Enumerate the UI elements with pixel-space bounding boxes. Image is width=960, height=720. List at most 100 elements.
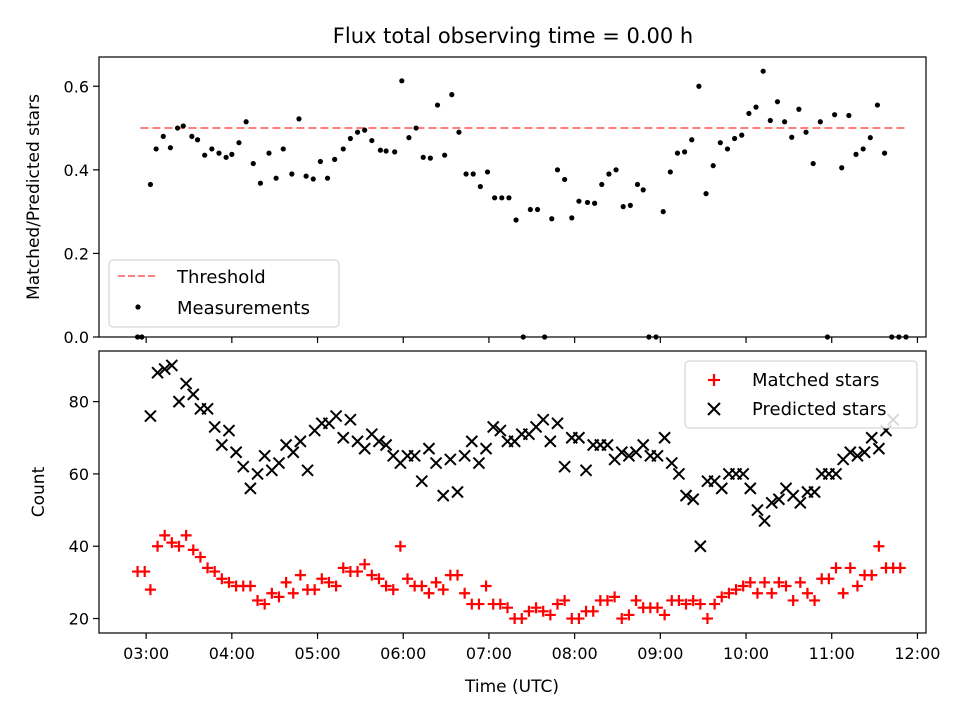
matched-stars-point: [573, 613, 585, 625]
predicted-stars-point: [808, 485, 821, 499]
matched-stars-point: [766, 587, 778, 599]
bottom-panel-x-ticks: 03:00 04:00 05:00 06:00 07:00 08:00 09:00 10:00…: [123, 633, 940, 663]
measurements-point: [202, 152, 208, 158]
measurements-point: [569, 215, 575, 221]
matched-stars-point: [773, 576, 785, 588]
predicted-stars-point: [494, 424, 507, 437]
top-panel-legend-box: [108, 259, 340, 328]
matched-stars-point: [801, 587, 813, 599]
matched-stars-point: [709, 598, 721, 610]
predicted-stars-point: [715, 482, 728, 495]
y-tick-label: 60: [69, 465, 89, 484]
matched-stars-point: [166, 537, 178, 549]
predicted-stars-point: [679, 489, 693, 502]
x-tick-label: 04:00: [209, 644, 255, 663]
x-tick-label: 03:00: [123, 644, 169, 663]
predicted-stars-point: [344, 413, 357, 426]
matched-stars-point: [701, 613, 713, 625]
measurements-point: [746, 110, 752, 117]
predicted-stars-point: [794, 496, 807, 510]
measurements-point: [534, 206, 541, 213]
matched-stars-point: [530, 602, 542, 614]
matched-stars-point: [830, 562, 842, 574]
measurements-point: [781, 119, 788, 125]
matched-stars-point: [716, 591, 728, 603]
measurements-point: [506, 195, 512, 201]
measurements-point: [674, 150, 681, 156]
x-tick-label: 10:00: [723, 644, 769, 663]
matched-stars-point: [680, 598, 692, 610]
top-panel-y-ticks: 0.0 0.2 0.4 0.6: [64, 77, 99, 347]
matched-stars-point: [851, 580, 863, 592]
matched-stars-point: [673, 594, 685, 606]
predicted-stars-point: [229, 446, 243, 459]
measurements-point: [874, 102, 881, 108]
measurements-point: [236, 140, 242, 146]
predicted-stars-point: [272, 456, 286, 470]
matched-stars-point: [273, 591, 285, 603]
matched-stars-point: [559, 594, 571, 606]
matched-stars-point: [694, 598, 706, 610]
matched-stars-point: [194, 551, 206, 563]
top-panel: 0.0 0.2 0.4 0.6 Matched/Predicted stars Thr…: [24, 56, 927, 347]
predicted-stars-point: [601, 438, 614, 452]
matched-stars-point: [259, 598, 271, 610]
measurements-point: [420, 154, 426, 160]
predicted-stars-point: [858, 446, 871, 459]
matched-stars-point: [873, 540, 885, 552]
top-panel-marks: [134, 68, 909, 340]
measurements-point: [881, 150, 888, 156]
matched-stars-point: [402, 573, 414, 585]
measurements-point: [767, 117, 773, 124]
measurements-point: [477, 183, 483, 190]
measurements-point: [689, 137, 695, 143]
predicted-stars-point: [294, 435, 307, 448]
matched-stars-point: [180, 529, 192, 541]
measurements-point: [846, 112, 852, 119]
predicted-stars-point: [479, 442, 493, 455]
measurements-point: [289, 171, 295, 177]
matched-stars-point: [173, 540, 185, 552]
predicted-stars-point: [751, 503, 764, 517]
matched-stars-point: [730, 584, 742, 596]
bottom-panel-marks: [132, 359, 906, 625]
measurements-point: [803, 129, 809, 135]
legend-predicted-swatch: [707, 402, 721, 416]
legend-matched-swatch: [708, 374, 720, 386]
measurements-point: [266, 150, 272, 156]
matched-stars-point: [787, 594, 799, 606]
measurements-point: [682, 149, 688, 155]
measurements-point: [606, 171, 612, 177]
matched-stars-point: [387, 584, 399, 596]
measurements-point: [147, 181, 154, 188]
matched-stars-point: [337, 562, 349, 574]
measurements-point: [296, 116, 302, 122]
matched-stars-point: [687, 594, 699, 606]
predicted-stars-point: [851, 449, 864, 463]
measurements-point: [369, 137, 375, 144]
predicted-stars-point: [622, 449, 636, 463]
predicted-stars-point: [686, 493, 700, 506]
predicted-stars-point: [179, 377, 193, 390]
measurements-point: [724, 146, 731, 152]
predicted-stars-point: [437, 489, 450, 502]
measurements-point: [576, 198, 582, 204]
predicted-stars-point: [372, 435, 386, 448]
predicted-stars-point: [172, 395, 186, 408]
measurements-point: [739, 132, 745, 138]
predicted-stars-point: [251, 467, 264, 481]
matched-stars-point: [366, 569, 378, 581]
predicted-stars-point: [865, 431, 878, 444]
measurements-point: [434, 102, 441, 108]
predicted-stars-point: [187, 388, 200, 401]
matched-stars-point: [780, 580, 792, 592]
matched-stars-point: [294, 569, 306, 581]
bottom-panel-x-axis-label: Time (UTC): [464, 677, 559, 697]
measurements-point: [584, 199, 591, 206]
predicted-stars-point: [758, 514, 771, 528]
measurements-point: [194, 137, 201, 143]
measurements-point: [620, 204, 626, 210]
measurements-point: [174, 125, 181, 131]
measurements-point: [831, 112, 838, 118]
matched-stars-point: [209, 566, 221, 578]
